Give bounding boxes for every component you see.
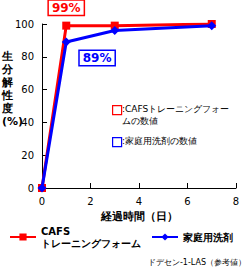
- svg-text:100: 100: [15, 19, 34, 30]
- svg-text:8: 8: [233, 196, 239, 207]
- svg-text:80: 80: [21, 51, 34, 62]
- svg-text:4: 4: [136, 196, 142, 207]
- svg-text:0: 0: [39, 196, 45, 207]
- svg-text:89%: 89%: [83, 51, 112, 65]
- svg-text:CAFS: CAFS: [41, 226, 70, 237]
- svg-text:0: 0: [28, 183, 34, 194]
- svg-text:生: 生: [1, 50, 13, 63]
- svg-text:経過時間（日）: 経過時間（日）: [100, 210, 178, 223]
- svg-text:ムの数値: ムの数値: [122, 116, 158, 126]
- svg-text:分: 分: [1, 63, 14, 76]
- svg-text:度: 度: [1, 102, 13, 115]
- svg-text:2: 2: [87, 196, 93, 207]
- svg-text::家庭用洗剤の数値: :家庭用洗剤の数値: [122, 136, 197, 146]
- svg-text:トレーニングフォーム: トレーニングフォーム: [41, 238, 141, 249]
- svg-text:(%): (%): [2, 115, 23, 128]
- svg-text:40: 40: [21, 117, 34, 128]
- svg-text:ドデセン-1-LAS（参考値）: ドデセン-1-LAS（参考値）: [148, 258, 246, 267]
- svg-text:性: 性: [1, 89, 13, 102]
- svg-text::CAFSトレーニングフォー: :CAFSトレーニングフォー: [122, 104, 229, 114]
- svg-text:60: 60: [21, 84, 34, 95]
- svg-text:6: 6: [184, 196, 190, 207]
- svg-text:解: 解: [1, 76, 13, 89]
- svg-text:99%: 99%: [52, 1, 81, 15]
- svg-text:家庭用洗剤: 家庭用洗剤: [182, 232, 233, 243]
- svg-text:20: 20: [21, 150, 34, 161]
